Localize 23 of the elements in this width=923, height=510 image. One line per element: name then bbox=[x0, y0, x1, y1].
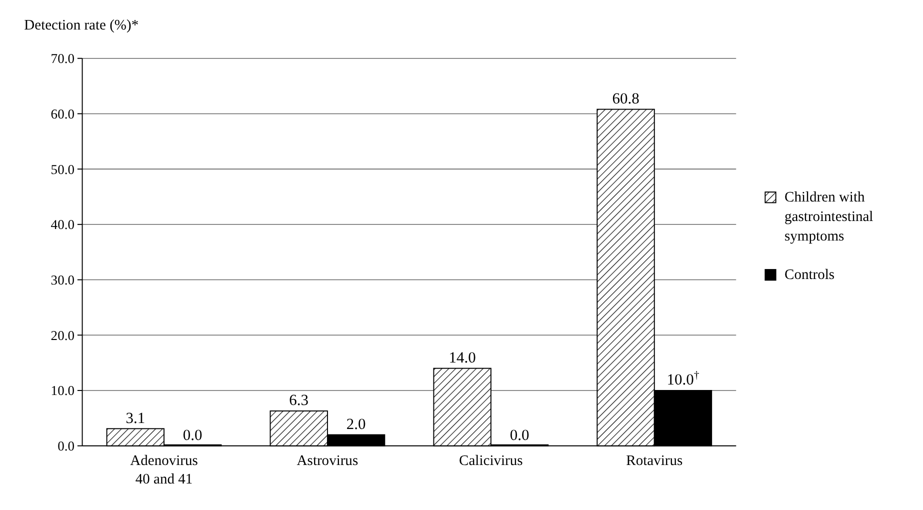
y-tick-label: 60.0 bbox=[50, 106, 75, 122]
x-tick-label: Astrovirus bbox=[296, 453, 358, 470]
legend-label: Controls bbox=[784, 267, 835, 284]
data-label: 2.0 bbox=[346, 416, 366, 433]
y-tick-label: 40.0 bbox=[50, 217, 75, 232]
data-label: 6.3 bbox=[289, 392, 309, 410]
legend-label: Children with gastrointestinal symptoms bbox=[784, 190, 874, 244]
y-axis-title: Detection rate (%)* bbox=[24, 17, 139, 34]
x-tick-label: Adenovirus 40 and 41 bbox=[130, 453, 198, 488]
data-label: 0.0 bbox=[182, 427, 203, 444]
y-tick-label: 30.0 bbox=[50, 272, 75, 288]
y-tick-label: 50.0 bbox=[50, 162, 75, 177]
y-tick-label: 10.0 bbox=[50, 383, 75, 398]
data-label: 14.0 bbox=[448, 350, 476, 367]
y-tick-label: 70.0 bbox=[50, 51, 75, 66]
x-tick-label: Rotavirus bbox=[626, 453, 683, 470]
data-label: 60.8 bbox=[612, 90, 640, 108]
y-tick-label: 20.0 bbox=[50, 328, 75, 343]
y-tick-label: 0.0 bbox=[58, 438, 75, 454]
data-label: 10.0$^{†}$ bbox=[666, 370, 700, 389]
data-label: 0.0 bbox=[510, 427, 530, 444]
x-tick-label: Calicivirus bbox=[459, 453, 524, 470]
data-label: 3.1 bbox=[126, 410, 146, 427]
